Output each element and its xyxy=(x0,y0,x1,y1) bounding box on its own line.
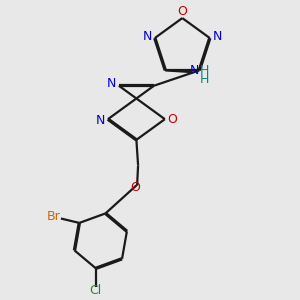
Text: Br: Br xyxy=(46,210,60,223)
Text: O: O xyxy=(167,113,177,126)
Text: H: H xyxy=(200,73,209,86)
Text: O: O xyxy=(130,181,140,194)
Text: O: O xyxy=(177,5,187,19)
Text: N: N xyxy=(142,30,152,43)
Text: N: N xyxy=(106,77,116,91)
Text: N: N xyxy=(96,114,105,128)
Text: H: H xyxy=(200,64,209,77)
Text: N: N xyxy=(190,64,199,77)
Text: N: N xyxy=(213,30,222,43)
Text: Cl: Cl xyxy=(90,284,102,297)
